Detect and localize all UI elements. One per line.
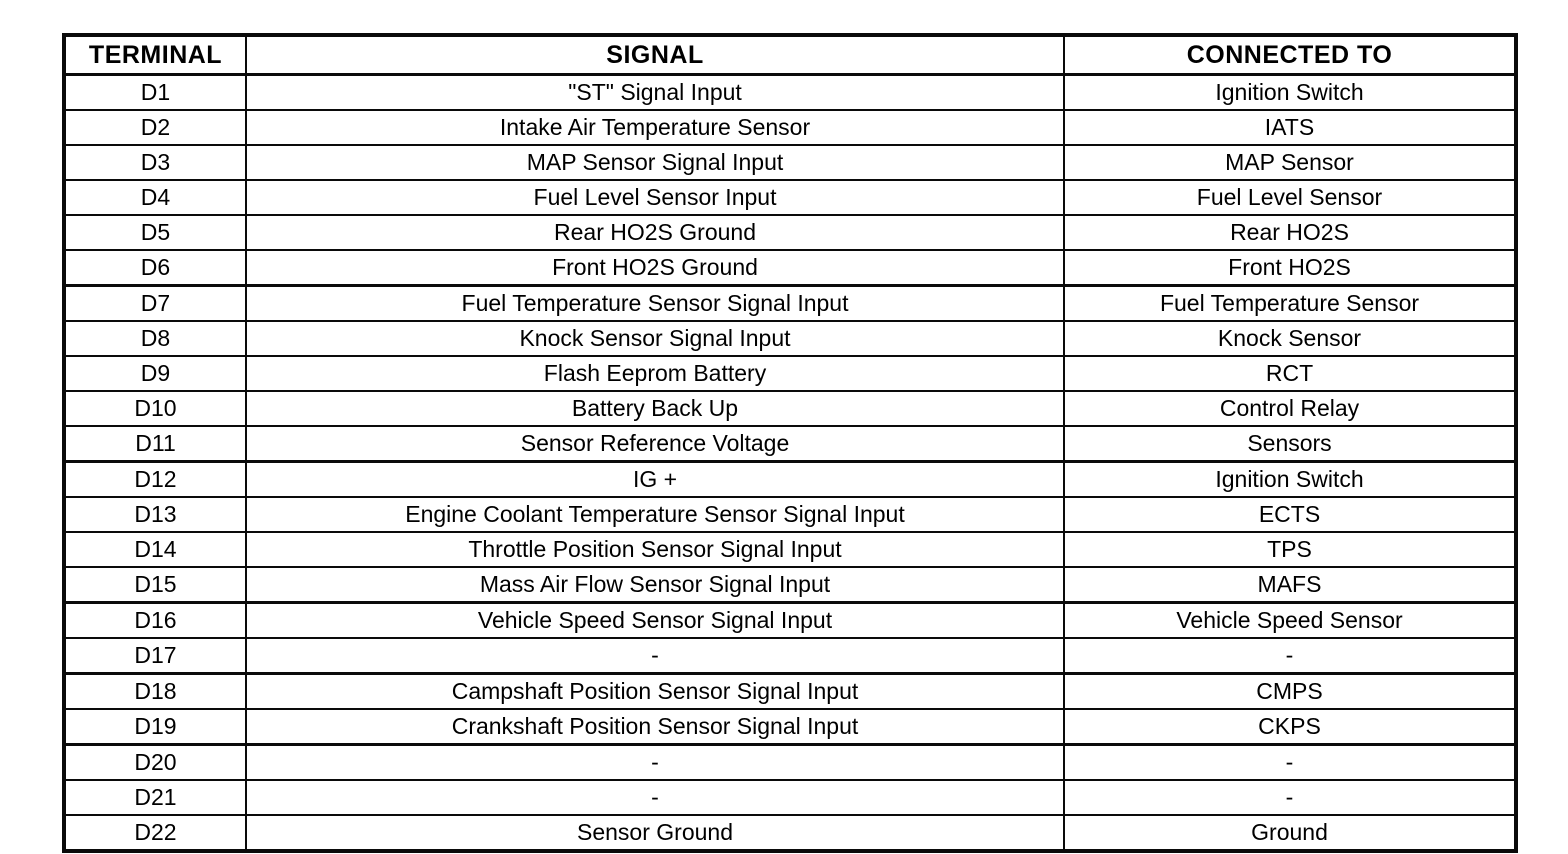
table-row: D7 Fuel Temperature Sensor Signal Input … xyxy=(63,284,1517,322)
column-header-connected-to: CONNECTED TO xyxy=(1063,34,1517,76)
table-row: D6 Front HO2S Ground Front HO2S xyxy=(63,249,1517,287)
signal-cell: Flash Eeprom Battery xyxy=(245,355,1065,392)
connected-to-cell: - xyxy=(1063,637,1517,675)
connected-to-cell: Ignition Switch xyxy=(1063,460,1517,498)
table-row: D20 - - xyxy=(63,743,1517,781)
signal-cell: Throttle Position Sensor Signal Input xyxy=(245,531,1065,568)
connected-to-cell: ECTS xyxy=(1063,496,1517,533)
terminal-cell: D3 xyxy=(63,144,247,181)
table-row: D2 Intake Air Temperature Sensor IATS xyxy=(63,109,1517,146)
signal-cell: "ST" Signal Input xyxy=(245,73,1065,111)
signal-cell: - xyxy=(245,637,1065,675)
signal-cell: Vehicle Speed Sensor Signal Input xyxy=(245,601,1065,639)
signal-cell: Battery Back Up xyxy=(245,390,1065,427)
signal-cell: Campshaft Position Sensor Signal Input xyxy=(245,672,1065,710)
signal-cell: Rear HO2S Ground xyxy=(245,214,1065,251)
terminal-cell: D13 xyxy=(63,496,247,533)
signal-cell: Crankshaft Position Sensor Signal Input xyxy=(245,708,1065,746)
signal-cell: Fuel Temperature Sensor Signal Input xyxy=(245,284,1065,322)
table-row: D4 Fuel Level Sensor Input Fuel Level Se… xyxy=(63,179,1517,216)
signal-cell: - xyxy=(245,743,1065,781)
terminal-cell: D22 xyxy=(63,814,247,852)
connected-to-cell: Vehicle Speed Sensor xyxy=(1063,601,1517,639)
terminal-cell: D15 xyxy=(63,566,247,604)
table-row: D10 Battery Back Up Control Relay xyxy=(63,390,1517,427)
table-row: D8 Knock Sensor Signal Input Knock Senso… xyxy=(63,320,1517,357)
connected-to-cell: Ignition Switch xyxy=(1063,73,1517,111)
terminal-cell: D21 xyxy=(63,779,247,816)
terminal-cell: D9 xyxy=(63,355,247,392)
connected-to-cell: RCT xyxy=(1063,355,1517,392)
signal-cell: Fuel Level Sensor Input xyxy=(245,179,1065,216)
terminal-cell: D14 xyxy=(63,531,247,568)
terminal-cell: D8 xyxy=(63,320,247,357)
signal-cell: Knock Sensor Signal Input xyxy=(245,320,1065,357)
terminal-cell: D2 xyxy=(63,109,247,146)
table-row: D16 Vehicle Speed Sensor Signal Input Ve… xyxy=(63,601,1517,639)
table-row: D18 Campshaft Position Sensor Signal Inp… xyxy=(63,672,1517,710)
signal-cell: Mass Air Flow Sensor Signal Input xyxy=(245,566,1065,604)
table-row: D21 - - xyxy=(63,779,1517,816)
signal-cell: Front HO2S Ground xyxy=(245,249,1065,287)
table-row: D3 MAP Sensor Signal Input MAP Sensor xyxy=(63,144,1517,181)
terminal-cell: D11 xyxy=(63,425,247,463)
table-header: TERMINAL SIGNAL CONNECTED TO xyxy=(63,34,1517,76)
connected-to-cell: Front HO2S xyxy=(1063,249,1517,287)
connected-to-cell: Ground xyxy=(1063,814,1517,852)
table-row: D19 Crankshaft Position Sensor Signal In… xyxy=(63,708,1517,746)
table-row: D9 Flash Eeprom Battery RCT xyxy=(63,355,1517,392)
terminal-cell: D12 xyxy=(63,460,247,498)
table-row: D22 Sensor Ground Ground xyxy=(63,814,1517,852)
connected-to-cell: Fuel Temperature Sensor xyxy=(1063,284,1517,322)
table-row: D11 Sensor Reference Voltage Sensors xyxy=(63,425,1517,463)
signal-cell: Intake Air Temperature Sensor xyxy=(245,109,1065,146)
table-row: D12 IG + Ignition Switch xyxy=(63,460,1517,498)
table-row: D1 "ST" Signal Input Ignition Switch xyxy=(63,73,1517,111)
ecm-terminal-pinout-table: TERMINAL SIGNAL CONNECTED TO D1 "ST" Sig… xyxy=(62,33,1518,853)
table-row: D15 Mass Air Flow Sensor Signal Input MA… xyxy=(63,566,1517,604)
signal-cell: Sensor Ground xyxy=(245,814,1065,852)
signal-cell: Sensor Reference Voltage xyxy=(245,425,1065,463)
table-body: D1 "ST" Signal Input Ignition Switch D2 … xyxy=(63,73,1517,852)
connected-to-cell: Knock Sensor xyxy=(1063,320,1517,357)
table-row: D5 Rear HO2S Ground Rear HO2S xyxy=(63,214,1517,251)
table-row: D17 - - xyxy=(63,637,1517,675)
header-row: TERMINAL SIGNAL CONNECTED TO xyxy=(63,34,1517,76)
connected-to-cell: Control Relay xyxy=(1063,390,1517,427)
terminal-cell: D19 xyxy=(63,708,247,746)
terminal-cell: D18 xyxy=(63,672,247,710)
terminal-cell: D20 xyxy=(63,743,247,781)
terminal-cell: D10 xyxy=(63,390,247,427)
connected-to-cell: Fuel Level Sensor xyxy=(1063,179,1517,216)
connected-to-cell: - xyxy=(1063,779,1517,816)
connected-to-cell: - xyxy=(1063,743,1517,781)
terminal-cell: D16 xyxy=(63,601,247,639)
table-row: D14 Throttle Position Sensor Signal Inpu… xyxy=(63,531,1517,568)
connected-to-cell: MAP Sensor xyxy=(1063,144,1517,181)
signal-cell: Engine Coolant Temperature Sensor Signal… xyxy=(245,496,1065,533)
connected-to-cell: Rear HO2S xyxy=(1063,214,1517,251)
signal-cell: - xyxy=(245,779,1065,816)
column-header-signal: SIGNAL xyxy=(245,34,1065,76)
terminal-cell: D4 xyxy=(63,179,247,216)
column-header-terminal: TERMINAL xyxy=(63,34,247,76)
terminal-cell: D1 xyxy=(63,73,247,111)
terminal-cell: D7 xyxy=(63,284,247,322)
terminal-cell: D17 xyxy=(63,637,247,675)
table-row: D13 Engine Coolant Temperature Sensor Si… xyxy=(63,496,1517,533)
connected-to-cell: CMPS xyxy=(1063,672,1517,710)
connected-to-cell: CKPS xyxy=(1063,708,1517,746)
connected-to-cell: IATS xyxy=(1063,109,1517,146)
signal-cell: MAP Sensor Signal Input xyxy=(245,144,1065,181)
connected-to-cell: Sensors xyxy=(1063,425,1517,463)
signal-cell: IG + xyxy=(245,460,1065,498)
terminal-cell: D5 xyxy=(63,214,247,251)
connected-to-cell: MAFS xyxy=(1063,566,1517,604)
connected-to-cell: TPS xyxy=(1063,531,1517,568)
terminal-cell: D6 xyxy=(63,249,247,287)
